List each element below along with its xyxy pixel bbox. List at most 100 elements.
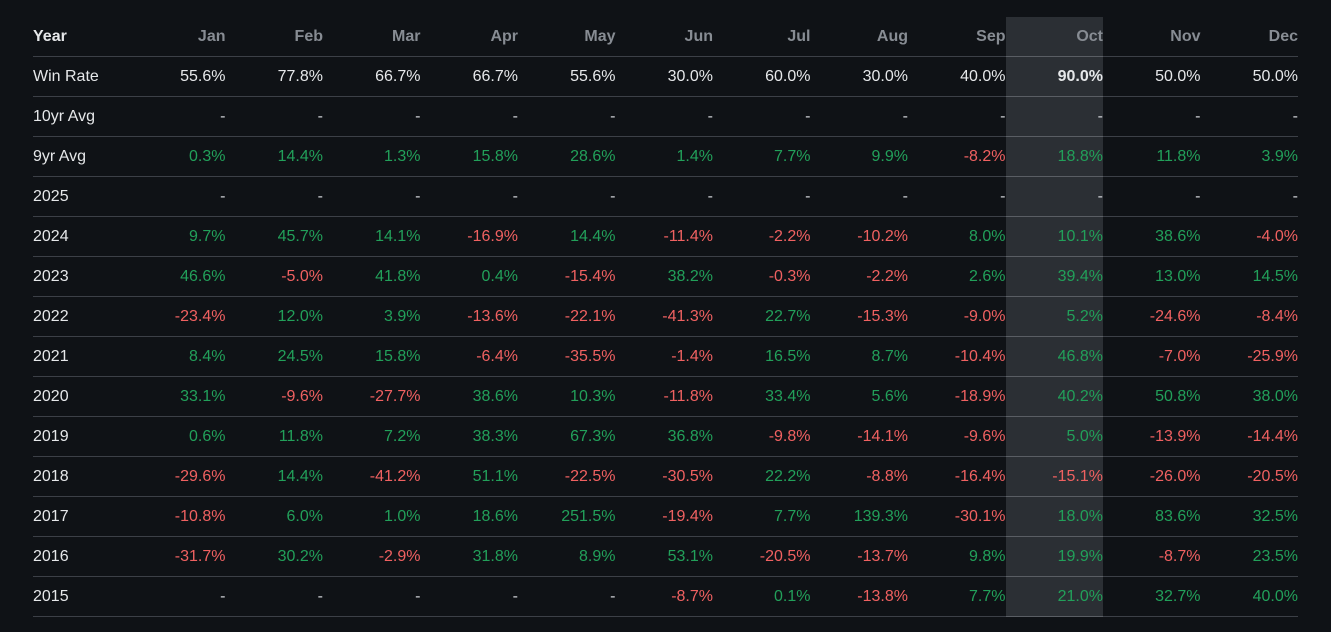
cell-2025-jun: - (615, 176, 713, 217)
column-header-oct[interactable]: Oct (1005, 17, 1103, 57)
cell-9yr-avg-nov: 11.8% (1103, 136, 1201, 177)
cell-2020-aug: 5.6% (810, 376, 908, 417)
cell-2017-jul: 7.7% (713, 496, 811, 537)
cell-2025-apr: - (420, 176, 518, 217)
cell-2018-apr: 51.1% (420, 456, 518, 497)
cell-2020-jun: -11.8% (615, 376, 713, 417)
cell-2025-may: - (518, 176, 616, 217)
cell-win-rate-jan: 55.6% (128, 56, 226, 97)
cell-2019-oct: 5.0% (1005, 416, 1103, 457)
cell-2022-jul: 22.7% (713, 296, 811, 337)
cell-win-rate-aug: 30.0% (810, 56, 908, 97)
table-body: Win Rate 55.6% 77.8% 66.7% 66.7% 55.6% 30.0% 60… (33, 56, 1298, 617)
cell-2024-sep: 8.0% (908, 216, 1006, 257)
cell-2022-may: -22.1% (518, 296, 616, 337)
cell-9yr-avg-oct: 18.8% (1005, 136, 1103, 177)
cell-2017-aug: 139.3% (810, 496, 908, 537)
cell-2016-apr: 31.8% (420, 536, 518, 577)
cell-2018-jun: -30.5% (615, 456, 713, 497)
cell-2020-sep: -18.9% (908, 376, 1006, 417)
column-header-sep[interactable]: Sep (908, 17, 1006, 57)
cell-9yr-avg-jun: 1.4% (615, 136, 713, 177)
cell-10yr-avg-feb: - (225, 96, 323, 137)
column-header-may[interactable]: May (518, 17, 616, 57)
cell-2022-feb: 12.0% (225, 296, 323, 337)
cell-9yr-avg-sep: -8.2% (908, 136, 1006, 177)
cell-2019-feb: 11.8% (225, 416, 323, 457)
cell-2016-dec: 23.5% (1200, 536, 1298, 577)
row-label-2015: 2015 (33, 576, 128, 617)
column-header-jan[interactable]: Jan (128, 17, 226, 57)
cell-2018-may: -22.5% (518, 456, 616, 497)
table-row-2025: 2025- - - - - - - - - - - - (33, 176, 1298, 217)
cell-2020-jul: 33.4% (713, 376, 811, 417)
cell-2016-nov: -8.7% (1103, 536, 1201, 577)
column-header-mar[interactable]: Mar (323, 17, 421, 57)
cell-9yr-avg-mar: 1.3% (323, 136, 421, 177)
row-label-2022: 2022 (33, 296, 128, 337)
cell-2023-oct: 39.4% (1005, 256, 1103, 297)
cell-2018-aug: -8.8% (810, 456, 908, 497)
cell-win-rate-sep: 40.0% (908, 56, 1006, 97)
cell-2025-nov: - (1103, 176, 1201, 217)
cell-2018-oct: -15.1% (1005, 456, 1103, 497)
cell-2020-may: 10.3% (518, 376, 616, 417)
cell-2015-apr: - (420, 576, 518, 617)
cell-2019-may: 67.3% (518, 416, 616, 457)
cell-2024-aug: -10.2% (810, 216, 908, 257)
cell-2015-may: - (518, 576, 616, 617)
cell-2017-mar: 1.0% (323, 496, 421, 537)
cell-2017-jun: -19.4% (615, 496, 713, 537)
cell-2021-sep: -10.4% (908, 336, 1006, 377)
table-row-10yr-avg: 10yr Avg - - - - - - - - - - - - (33, 96, 1298, 137)
cell-2024-oct: 10.1% (1005, 216, 1103, 257)
cell-2019-mar: 7.2% (323, 416, 421, 457)
cell-2024-jan: 9.7% (128, 216, 226, 257)
cell-2023-may: -15.4% (518, 256, 616, 297)
cell-9yr-avg-feb: 14.4% (225, 136, 323, 177)
cell-2023-feb: -5.0% (225, 256, 323, 297)
cell-9yr-avg-jul: 7.7% (713, 136, 811, 177)
cell-2025-aug: - (810, 176, 908, 217)
column-header-jul[interactable]: Jul (713, 17, 811, 57)
cell-2016-oct: 19.9% (1005, 536, 1103, 577)
cell-2015-aug: -13.8% (810, 576, 908, 617)
cell-2018-mar: -41.2% (323, 456, 421, 497)
cell-2024-jun: -11.4% (615, 216, 713, 257)
cell-2022-dec: -8.4% (1200, 296, 1298, 337)
cell-2024-mar: 14.1% (323, 216, 421, 257)
cell-10yr-avg-aug: - (810, 96, 908, 137)
cell-2016-jul: -20.5% (713, 536, 811, 577)
cell-2022-nov: -24.6% (1103, 296, 1201, 337)
cell-2019-apr: 38.3% (420, 416, 518, 457)
cell-2021-jan: 8.4% (128, 336, 226, 377)
column-header-dec[interactable]: Dec (1200, 17, 1298, 57)
cell-2015-jul: 0.1% (713, 576, 811, 617)
table-row-2017: 2017 -10.8% 6.0% 1.0% 18.6% 251.5% -19.4% 7.7% 1… (33, 496, 1298, 537)
cell-9yr-avg-dec: 3.9% (1200, 136, 1298, 177)
cell-2016-jan: -31.7% (128, 536, 226, 577)
table-row-2015: 2015- - - - - -8.7% 0.1% -13.8% 7.7% 21.0% 32.7% 40… (33, 576, 1298, 617)
table-row-win-rate: Win Rate 55.6% 77.8% 66.7% 66.7% 55.6% 30.0% 60… (33, 56, 1298, 97)
table-header: Year Jan Feb Mar Apr May Jun Jul Aug Sep Oct Nov Dec (33, 17, 1298, 57)
column-header-aug[interactable]: Aug (810, 17, 908, 57)
cell-2021-may: -35.5% (518, 336, 616, 377)
column-header-feb[interactable]: Feb (225, 17, 323, 57)
column-header-nov[interactable]: Nov (1103, 17, 1201, 57)
table-row-2020: 2020 33.1% -9.6% -27.7% 38.6% 10.3% -11.8% 33.4… (33, 376, 1298, 417)
cell-2023-jan: 46.6% (128, 256, 226, 297)
cell-2025-dec: - (1200, 176, 1298, 217)
cell-2017-jan: -10.8% (128, 496, 226, 537)
cell-2021-aug: 8.7% (810, 336, 908, 377)
cell-10yr-avg-oct: - (1005, 96, 1103, 137)
header-row: Year Jan Feb Mar Apr May Jun Jul Aug Sep Oct Nov Dec (33, 17, 1298, 57)
cell-2023-sep: 2.6% (908, 256, 1006, 297)
cell-2025-mar: - (323, 176, 421, 217)
cell-2022-jan: -23.4% (128, 296, 226, 337)
cell-2020-apr: 38.6% (420, 376, 518, 417)
row-label-2018: 2018 (33, 456, 128, 497)
column-header-jun[interactable]: Jun (615, 17, 713, 57)
cell-2018-nov: -26.0% (1103, 456, 1201, 497)
column-header-apr[interactable]: Apr (420, 17, 518, 57)
cell-2019-sep: -9.6% (908, 416, 1006, 457)
